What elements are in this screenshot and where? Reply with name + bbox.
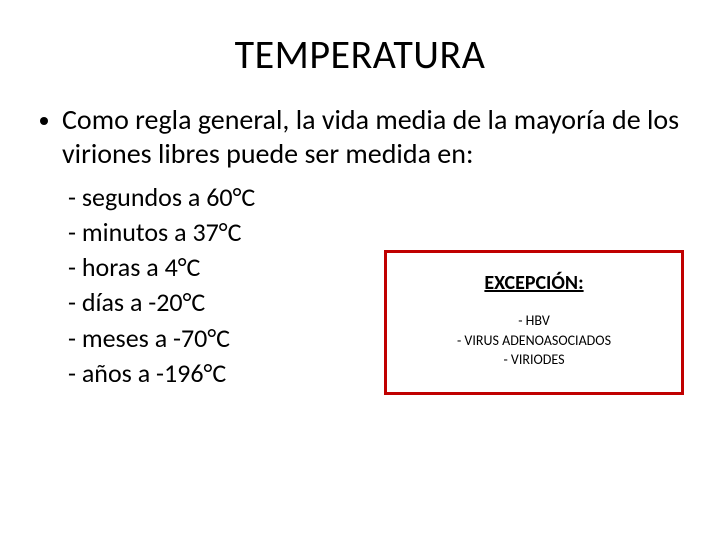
temp-item: - días a -20°C [68, 285, 255, 320]
temperature-list: - segundos a 60°C - minutos a 37°C - hor… [40, 180, 255, 391]
intro-bullet: Como regla general, la vida media de la … [40, 103, 680, 170]
exception-item: - VIRUS ADENOASOCIADOS [397, 331, 671, 351]
temp-item: - años a -196°C [68, 356, 255, 391]
slide-title: TEMPERATURA [40, 30, 680, 79]
exception-box: EXCEPCIÓN: - HBV - VIRUS ADENOASOCIADOS … [384, 250, 684, 395]
exception-item: - VIRIODES [397, 350, 671, 370]
exception-title: EXCEPCIÓN: [397, 271, 671, 295]
temp-item: - minutos a 37°C [68, 215, 255, 250]
slide: TEMPERATURA Como regla general, la vida … [0, 0, 720, 540]
exception-item: - HBV [397, 311, 671, 331]
temp-item: - meses a -70°C [68, 321, 255, 356]
bullet-icon [40, 117, 48, 125]
temp-item: - horas a 4°C [68, 250, 255, 285]
temp-item: - segundos a 60°C [68, 180, 255, 215]
intro-text: Como regla general, la vida media de la … [62, 103, 680, 170]
